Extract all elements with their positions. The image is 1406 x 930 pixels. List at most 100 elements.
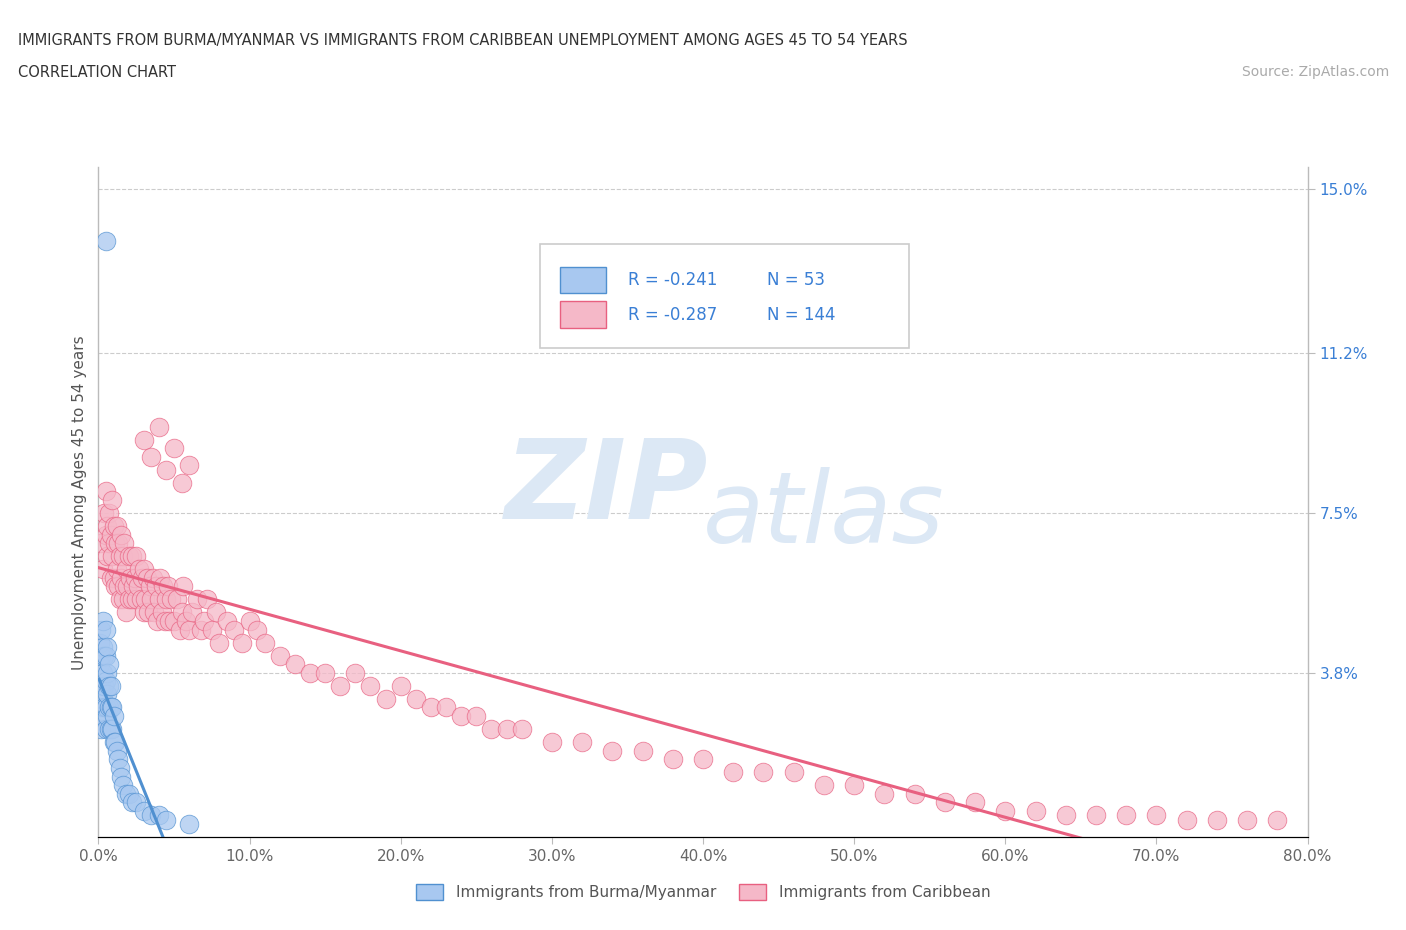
Point: [96, 709, 118, 724]
Point: [90, 700, 112, 715]
Point: [146, 614, 169, 629]
Point: [181, 604, 204, 619]
Point: [142, 570, 165, 585]
Point: [1144, 808, 1167, 823]
Point: [1175, 812, 1198, 827]
Point: [108, 761, 131, 776]
Point: [329, 678, 352, 693]
Point: [179, 458, 201, 473]
Point: [169, 622, 191, 637]
Point: [231, 635, 253, 650]
Point: [90, 678, 112, 693]
Point: [299, 665, 322, 680]
Point: [195, 592, 218, 607]
Point: [121, 592, 143, 607]
Point: [1267, 812, 1289, 827]
Point: [125, 592, 148, 607]
Point: [904, 787, 927, 802]
Point: [153, 614, 176, 629]
Text: R = -0.241: R = -0.241: [628, 271, 717, 289]
Legend: Immigrants from Burma/Myanmar, Immigrants from Caribbean: Immigrants from Burma/Myanmar, Immigrant…: [409, 878, 997, 907]
Point: [118, 549, 141, 564]
Point: [1236, 812, 1258, 827]
Point: [215, 614, 238, 629]
Point: [103, 735, 125, 750]
Point: [89, 657, 111, 671]
Point: [98, 678, 121, 693]
Point: [253, 635, 276, 650]
Point: [155, 812, 177, 827]
Text: atlas: atlas: [703, 467, 945, 565]
Point: [100, 678, 122, 693]
Point: [132, 432, 155, 447]
Point: [93, 648, 115, 663]
Point: [96, 687, 118, 702]
Point: [163, 441, 186, 456]
Point: [170, 604, 193, 619]
Point: [93, 678, 115, 693]
Point: [159, 614, 181, 629]
Point: [98, 536, 121, 551]
Point: [155, 592, 177, 607]
Point: [103, 519, 125, 534]
Point: [93, 506, 115, 521]
Text: IMMIGRANTS FROM BURMA/MYANMAR VS IMMIGRANTS FROM CARIBBEAN UNEMPLOYMENT AMONG AG: IMMIGRANTS FROM BURMA/MYANMAR VS IMMIGRA…: [18, 33, 908, 47]
Point: [360, 678, 382, 693]
Point: [90, 622, 112, 637]
Point: [101, 549, 124, 564]
Point: [118, 787, 141, 802]
Point: [91, 665, 114, 680]
Point: [148, 419, 170, 434]
Point: [132, 562, 155, 577]
Point: [190, 622, 212, 637]
Point: [602, 743, 624, 758]
Point: [136, 604, 159, 619]
Point: [89, 635, 111, 650]
Point: [132, 604, 155, 619]
Point: [124, 570, 146, 585]
Point: [269, 648, 291, 663]
Point: [149, 570, 172, 585]
Point: [148, 592, 170, 607]
Point: [89, 700, 111, 715]
Point: [186, 592, 208, 607]
Point: [510, 722, 533, 737]
Point: [163, 614, 186, 629]
Point: [110, 769, 132, 784]
Point: [108, 549, 131, 564]
Point: [540, 735, 562, 750]
Point: [125, 795, 148, 810]
Point: [118, 592, 141, 607]
Point: [112, 536, 135, 551]
Point: [114, 787, 136, 802]
Point: [174, 614, 197, 629]
Point: [844, 777, 866, 792]
Point: [571, 735, 593, 750]
Point: [170, 475, 193, 490]
Point: [129, 592, 152, 607]
Point: [111, 592, 134, 607]
Point: [120, 570, 142, 585]
Point: [100, 700, 122, 715]
Point: [1024, 804, 1046, 818]
FancyBboxPatch shape: [561, 301, 606, 328]
Point: [94, 527, 117, 542]
Point: [873, 787, 896, 802]
Point: [1206, 812, 1229, 827]
Point: [239, 614, 262, 629]
Point: [692, 751, 714, 766]
Point: [208, 635, 231, 650]
Point: [224, 622, 246, 637]
Point: [148, 808, 170, 823]
Point: [94, 722, 117, 737]
Point: [100, 722, 122, 737]
Point: [89, 678, 111, 693]
Point: [103, 709, 125, 724]
Point: [465, 709, 488, 724]
Point: [93, 700, 115, 715]
Point: [141, 449, 163, 464]
Point: [94, 622, 117, 637]
Point: [143, 604, 166, 619]
Point: [420, 700, 443, 715]
Point: [105, 743, 128, 758]
